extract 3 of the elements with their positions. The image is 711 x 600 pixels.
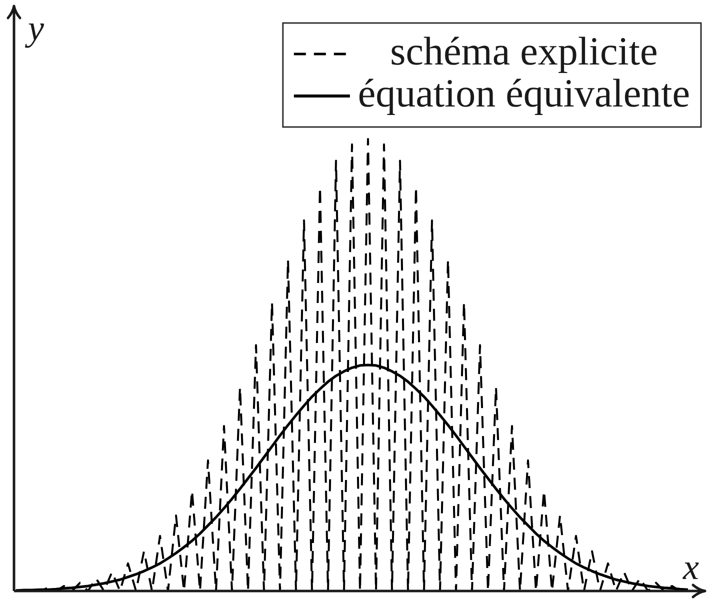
y-axis-title: y: [25, 8, 44, 48]
x-axis-title: x: [682, 547, 700, 587]
legend-label: schéma explicite: [390, 28, 658, 74]
